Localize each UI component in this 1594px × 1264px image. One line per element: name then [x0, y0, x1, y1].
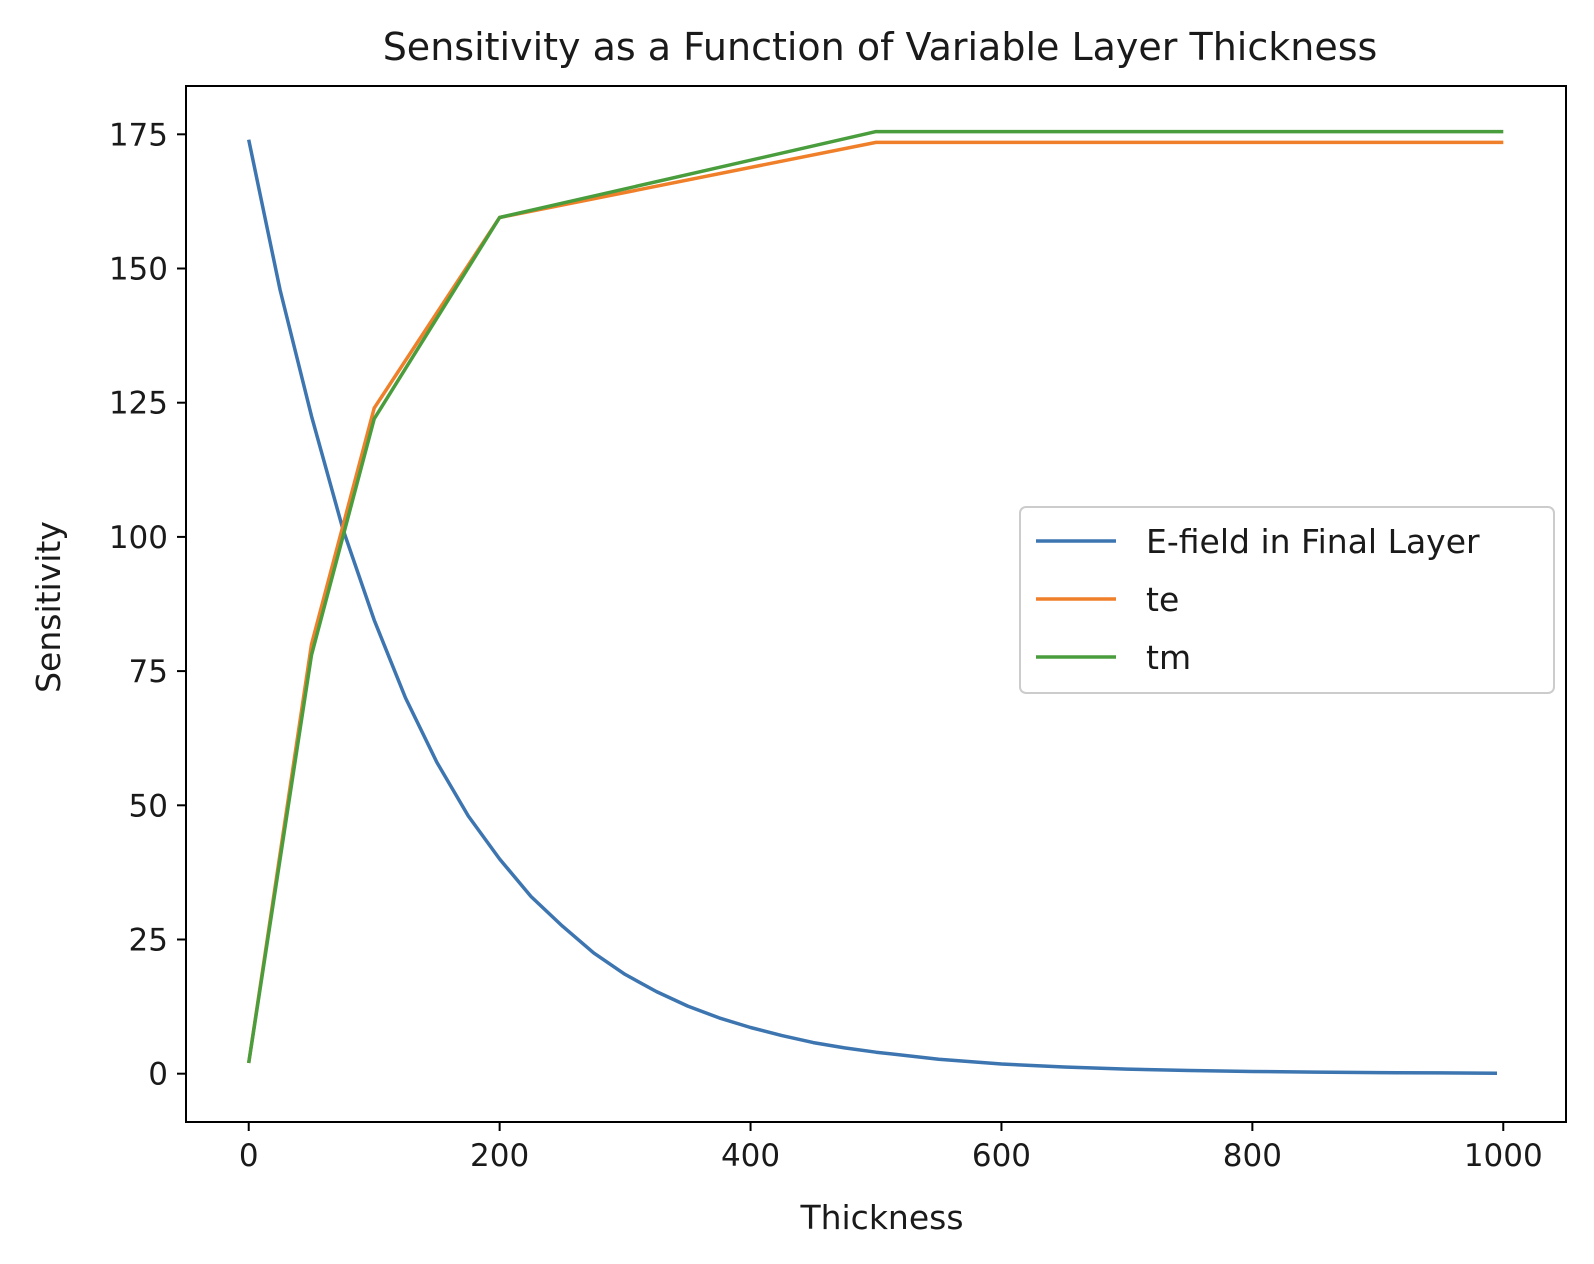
x-tick-label: 800 — [1223, 1138, 1282, 1174]
legend-label-e-field-in-final-layer: E-field in Final Layer — [1146, 522, 1480, 561]
x-tick-label: 600 — [972, 1138, 1031, 1174]
x-tick-label: 200 — [470, 1138, 529, 1174]
x-tick-label: 0 — [239, 1138, 259, 1174]
series-line-tm — [246, 129, 1504, 1064]
y-tick-label: 175 — [109, 117, 168, 153]
y-tick-label: 75 — [129, 654, 168, 690]
x-tick-label: 400 — [721, 1138, 780, 1174]
y-axis: 0 25 50 75 100 125 150 175 — [109, 117, 186, 1093]
legend-label-te: te — [1146, 580, 1179, 619]
plot-area — [185, 85, 1567, 1123]
y-tick-label: 100 — [109, 520, 168, 556]
y-tick-label: 150 — [109, 252, 168, 288]
y-tick-label: 25 — [129, 922, 168, 958]
x-axis-label: Thickness — [799, 1198, 963, 1237]
x-axis: 0 200 400 600 800 1000 — [239, 1122, 1543, 1174]
legend-box — [1019, 506, 1555, 694]
y-tick-label: 0 — [148, 1057, 168, 1093]
x-tick-label: 1000 — [1464, 1138, 1543, 1174]
series-line-e-field-in-final-layer — [246, 139, 1498, 1075]
legend-label-tm: tm — [1146, 638, 1191, 677]
y-axis-label: Sensitivity — [29, 521, 68, 693]
y-tick-label: 125 — [109, 386, 168, 422]
chart-title: Sensitivity as a Function of Variable La… — [383, 25, 1378, 69]
plot-frame — [185, 85, 1567, 1123]
y-tick-label: 50 — [129, 788, 168, 824]
legend: E-field in Final Layer te tm — [1019, 506, 1555, 694]
